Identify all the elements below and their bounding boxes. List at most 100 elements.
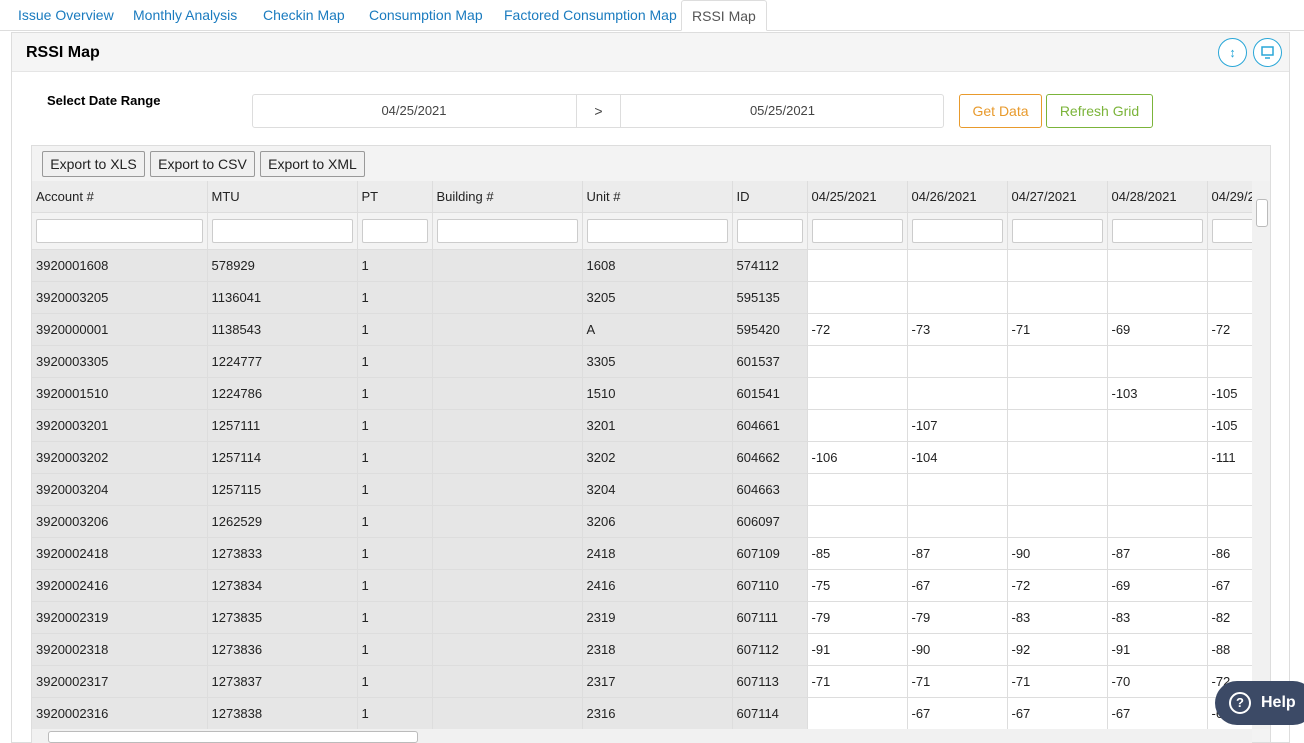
filter-cell	[1007, 212, 1108, 250]
start-date[interactable]: 04/25/2021	[381, 103, 447, 118]
monitor-glyph	[1261, 46, 1274, 59]
end-date[interactable]: 05/25/2021	[749, 103, 816, 118]
cell: -87	[1107, 537, 1208, 570]
monitor-icon[interactable]	[1253, 38, 1282, 67]
cell	[907, 377, 1008, 410]
filter-input[interactable]	[1211, 219, 1252, 243]
cell: -83	[1007, 601, 1108, 634]
filter-input[interactable]	[811, 219, 903, 243]
cell: -75	[807, 569, 908, 602]
filter-input[interactable]	[36, 219, 203, 243]
filter-input[interactable]	[211, 219, 353, 243]
tab[interactable]: Consumption Map	[369, 7, 483, 23]
column-header[interactable]: 04/27/2021	[1007, 181, 1108, 213]
filter-input[interactable]	[1011, 219, 1103, 243]
column-header[interactable]: 04/26/2021	[907, 181, 1008, 213]
tab[interactable]: Issue Overview	[18, 7, 114, 23]
cell	[807, 377, 908, 410]
cell: 3920003201	[32, 409, 208, 442]
panel-header	[12, 33, 1289, 72]
cell	[432, 505, 583, 538]
column-header[interactable]: 04/25/2021	[807, 181, 908, 213]
cell: -72	[807, 313, 908, 346]
cell: 1257115	[207, 473, 358, 506]
column-header[interactable]: ID	[732, 181, 808, 213]
data-row: 3920003202 1257114 1 3202 604662 -106 -104 -111	[32, 441, 1252, 474]
cell: 1273835	[207, 601, 358, 634]
cell: -73	[907, 313, 1008, 346]
column-header[interactable]: Account #	[32, 181, 208, 213]
cell: 2318	[582, 633, 733, 666]
cell	[432, 249, 583, 282]
cell	[432, 409, 583, 442]
info-icon[interactable]: ↕	[1218, 38, 1247, 67]
tab[interactable]: Factored Consumption Map	[504, 7, 677, 23]
cell	[1007, 377, 1108, 410]
cell: 3201	[582, 409, 733, 442]
cell: 3920003202	[32, 441, 208, 474]
cell: 3920002316	[32, 697, 208, 729]
scroll-thumb[interactable]	[1256, 199, 1268, 227]
refresh-grid-button[interactable]: Refresh Grid	[1046, 94, 1153, 128]
tab[interactable]: Checkin Map	[263, 7, 345, 23]
vertical-scrollbar[interactable]	[1252, 181, 1270, 729]
cell	[1007, 249, 1108, 282]
filter-input[interactable]	[436, 219, 578, 243]
filter-input[interactable]	[586, 219, 728, 243]
get-data-button[interactable]: Get Data	[959, 94, 1042, 128]
h-scroll-thumb[interactable]	[48, 731, 418, 743]
column-header[interactable]: 04/28/2021	[1107, 181, 1208, 213]
cell	[807, 249, 908, 282]
filter-cell	[807, 212, 908, 250]
column-header[interactable]: MTU	[207, 181, 358, 213]
cell: 1136041	[207, 281, 358, 314]
cell: 2317	[582, 665, 733, 698]
column-header[interactable]: 04/29/2021	[1207, 181, 1252, 213]
cell	[432, 697, 583, 729]
filter-cell	[582, 212, 733, 250]
cell: 1	[357, 569, 433, 602]
filter-input[interactable]	[1111, 219, 1203, 243]
cell	[1007, 473, 1108, 506]
cell: 574112	[732, 249, 808, 282]
cell: 604662	[732, 441, 808, 474]
cell: 607113	[732, 665, 808, 698]
data-row: 3920000001 1138543 1 A 595420 -72 -73 -71 -69 -72	[32, 313, 1252, 346]
filter-cell	[357, 212, 433, 250]
cell: 595420	[732, 313, 808, 346]
horizontal-scrollbar[interactable]	[32, 729, 1252, 743]
cell: 1	[357, 281, 433, 314]
tab[interactable]: RSSI Map	[681, 0, 767, 31]
cell: 607110	[732, 569, 808, 602]
cell	[1107, 473, 1208, 506]
filter-row	[32, 212, 1252, 250]
export-button[interactable]: Export to XLS	[42, 151, 145, 177]
date-separator[interactable]: >	[576, 94, 621, 128]
cell	[432, 601, 583, 634]
cell: -67	[907, 697, 1008, 729]
panel-title: RSSI Map	[26, 44, 100, 61]
cell	[1107, 409, 1208, 442]
tab[interactable]: Monthly Analysis	[133, 7, 238, 23]
cell: 1	[357, 505, 433, 538]
column-header[interactable]: PT	[357, 181, 433, 213]
cell: -104	[907, 441, 1008, 474]
cell	[1207, 281, 1252, 314]
column-header[interactable]: Building #	[432, 181, 583, 213]
cell: -86	[1207, 537, 1252, 570]
cell: 604663	[732, 473, 808, 506]
help-button[interactable]: ? Help	[1215, 681, 1304, 725]
filter-cell	[432, 212, 583, 250]
column-header[interactable]: Unit #	[582, 181, 733, 213]
tab-bar: Issue Overview Monthly Analysis Checkin Ma…	[0, 0, 1304, 31]
export-button[interactable]: Export to CSV	[150, 151, 255, 177]
filter-input[interactable]	[361, 219, 428, 243]
cell	[907, 473, 1008, 506]
cell: A	[582, 313, 733, 346]
cell	[907, 249, 1008, 282]
filter-input[interactable]	[736, 219, 803, 243]
export-button[interactable]: Export to XML	[260, 151, 365, 177]
filter-input[interactable]	[911, 219, 1003, 243]
cell	[1007, 409, 1108, 442]
